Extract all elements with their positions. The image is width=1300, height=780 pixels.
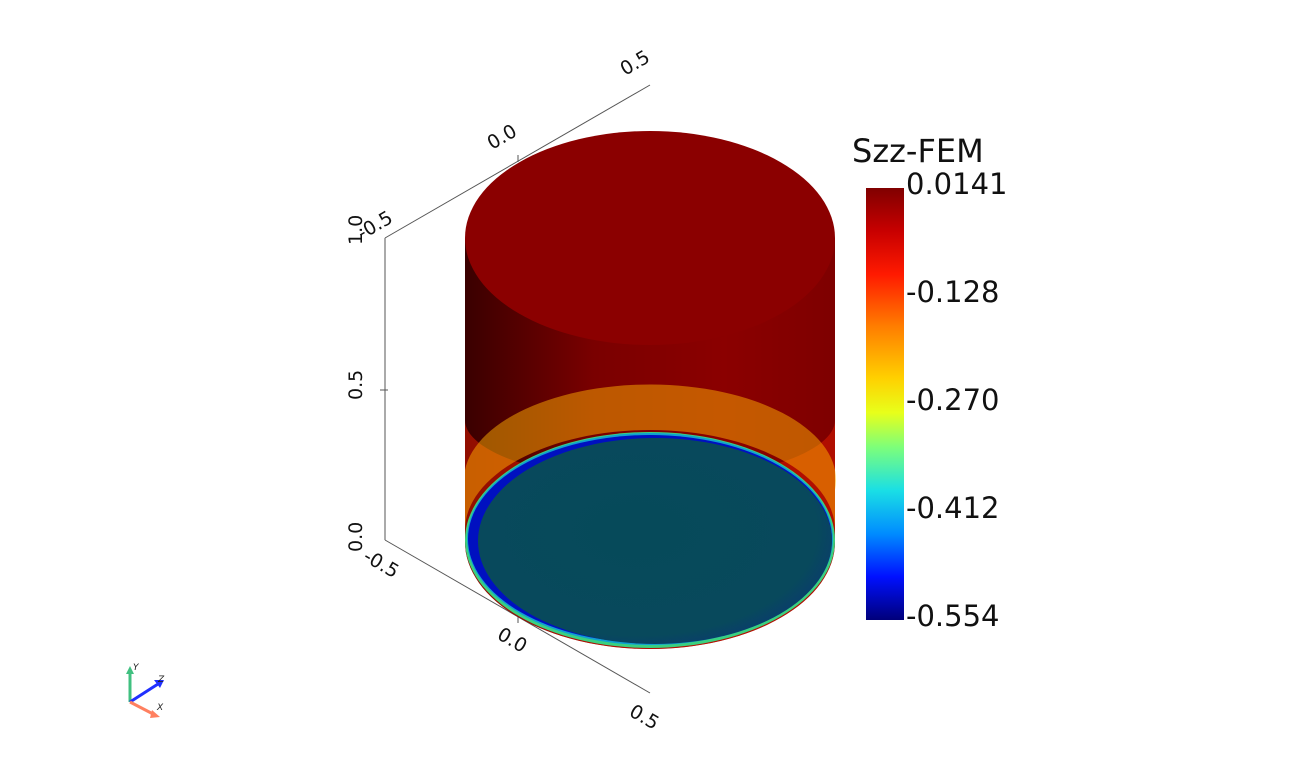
x-axis-label: X — [156, 703, 164, 713]
x-arrow-head — [150, 710, 160, 718]
colorbar-label-2: -0.270 — [906, 383, 1000, 417]
y-axis-label: Y — [133, 663, 140, 673]
x-tick-1: 0.0 — [494, 623, 531, 657]
bottom-face — [478, 438, 832, 644]
y-arrow-head — [126, 666, 134, 674]
cylinder-body — [465, 131, 837, 649]
z-top-tick-1: 0.0 — [484, 120, 521, 154]
z-top-tick-2: 0.5 — [617, 46, 654, 80]
stress-band-yellow — [465, 384, 837, 530]
z-axis-label: Z — [157, 675, 165, 685]
colorbar-label-3: -0.412 — [906, 491, 1000, 525]
colorbar-label-0: 0.0141 — [906, 167, 1008, 201]
y-tick-1: 0.5 — [345, 370, 367, 400]
y-tick-2: 1.0 — [345, 215, 367, 245]
y-tick-0: 0.0 — [345, 522, 367, 552]
cylinder-top — [465, 131, 835, 345]
x-tick-2: 0.5 — [626, 700, 663, 734]
colorbar-label-4: -0.554 — [906, 599, 1000, 633]
colorbar-title: Szz-FEM — [852, 132, 984, 170]
z-axis-arrow — [129, 682, 159, 704]
colorbar-label-1: -0.128 — [906, 275, 1000, 309]
orientation-widget: Y Z X — [126, 663, 165, 718]
z-arrow-head — [154, 680, 164, 688]
colorbar — [866, 188, 904, 620]
x-axis-arrow — [129, 700, 156, 717]
